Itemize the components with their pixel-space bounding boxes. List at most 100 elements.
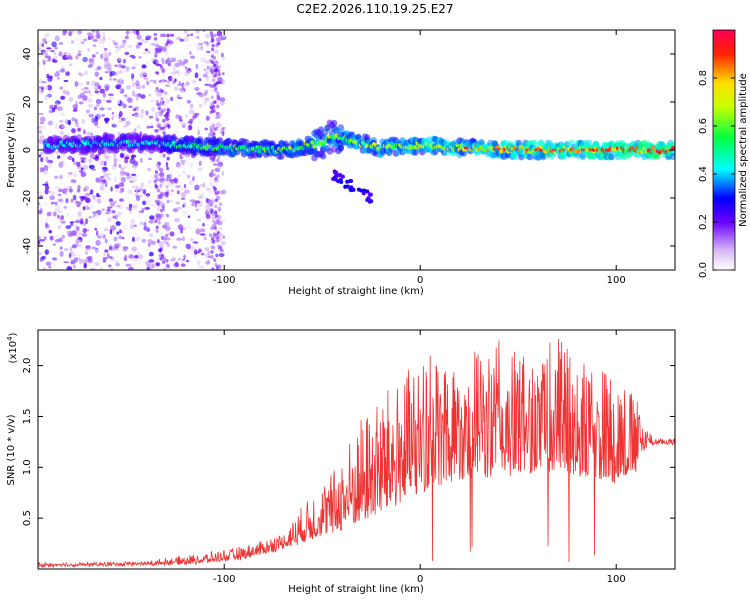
spectrogram-noise-cell	[175, 201, 180, 205]
spectrogram-noise-cell	[135, 80, 140, 86]
spectrogram-noise-cell	[139, 113, 144, 119]
spectrogram-noise-cell	[186, 100, 192, 104]
spectrogram-noise-cell	[114, 50, 120, 54]
spectrogram-noise-cell	[212, 234, 216, 239]
spectrogram-noise-cell	[180, 192, 187, 198]
spectrogram-noise-cell	[155, 116, 159, 121]
spectrogram-noise-cell	[67, 155, 73, 160]
spectrogram-noise-cell	[130, 177, 137, 183]
spectrogram-noise-cell	[168, 60, 172, 63]
spectrogram-noise-cell	[143, 189, 147, 195]
spectrogram-noise-cell	[118, 110, 123, 117]
spectrogram-noise-cell	[125, 120, 131, 126]
spectrogram-noise-cell	[138, 189, 142, 192]
spectrogram-noise-cell	[38, 78, 44, 84]
snr-x-tick-label: 0	[417, 574, 423, 585]
spectrogram-side-cell	[336, 179, 341, 184]
spectrogram-noise-cell	[38, 240, 41, 245]
spectrogram-noise-cell	[199, 266, 205, 269]
spectrogram-noise-cell	[159, 241, 166, 243]
spectrogram-noise-cell	[114, 243, 120, 249]
spectrogram-noise-cell	[118, 182, 125, 187]
snr-x-label: Height of straight line (km)	[288, 584, 424, 595]
spectrogram-noise-cell	[39, 122, 45, 124]
spectrogram-noise-cell	[113, 153, 117, 159]
spectrogram-noise-cell	[94, 262, 100, 266]
spectrogram-noise-cell	[77, 184, 81, 191]
spectrogram-noise-cell	[156, 188, 160, 193]
spectrogram-noise-cell	[177, 257, 182, 261]
spectrogram-noise-cell	[186, 225, 192, 230]
spectrogram-noise-cell	[122, 248, 128, 252]
spectrogram-noise-cell	[57, 214, 60, 219]
spectrogram-noise-cell	[91, 117, 96, 124]
spectrogram-noise-cell	[47, 164, 54, 169]
spectrogram-noise-cell	[128, 207, 132, 211]
spectrogram-noise-cell	[148, 154, 155, 159]
spectrogram-noise-cell	[207, 218, 213, 223]
spectrogram-panel: -100 0 100 -40 -20 0 20 40 Height of straight l…	[6, 29, 676, 297]
spectrogram-noise-cell	[163, 181, 170, 185]
spectrogram-noise-cell	[172, 80, 175, 85]
spectrogram-noise-cell	[131, 82, 136, 87]
spectrogram-noise-cell	[113, 236, 118, 242]
spectrogram-noise-cell	[93, 121, 99, 127]
spectrogram-noise-cell	[199, 184, 204, 187]
spectrogram-noise-cell	[130, 218, 136, 225]
spectrogram-noise-cell	[172, 245, 178, 249]
spectrogram-noise-cell	[151, 58, 155, 62]
spectrogram-noise-cell	[58, 210, 63, 214]
spectrogram-noise-cell	[54, 46, 58, 50]
spectrogram-band-cell	[337, 144, 344, 152]
spectrogram-noise-cell	[62, 188, 69, 193]
spectrogram-noise-cell	[167, 125, 171, 129]
spectrogram-noise-cell	[125, 48, 131, 52]
spectrogram-noise-cell	[90, 189, 94, 195]
spectrogram-noise-cell	[109, 256, 113, 259]
spectrogram-noise-cell	[44, 188, 49, 195]
spectrogram-noise-cell	[166, 33, 170, 38]
spectrogram-noise-cell	[165, 233, 169, 238]
spectrogram-noise-cell	[43, 49, 49, 53]
spectrogram-noise-cell	[125, 66, 130, 71]
spectrogram-noise-cell	[106, 206, 113, 209]
spectrogram-noise-cell	[170, 189, 175, 193]
spectrogram-noise-cell	[43, 58, 48, 63]
spectrogram-noise-cell	[149, 266, 153, 270]
spectrogram-noise-cell	[43, 85, 49, 90]
spectrogram-noise-cell	[163, 51, 170, 56]
spectrogram-noise-cell	[99, 88, 105, 94]
spectrogram-noise-cell	[195, 208, 199, 211]
spectrogram-noise-cell	[52, 257, 58, 261]
spectrogram-noise-cell	[213, 50, 219, 54]
spectrogram-noise-cell	[146, 62, 150, 66]
spectrogram-noise-cell	[140, 157, 143, 163]
spectrogram-noise-cell	[104, 238, 108, 244]
spectrogram-noise-cell	[198, 248, 202, 253]
spectrogram-noise-cell	[94, 88, 98, 92]
spectrogram-noise-cell	[211, 223, 215, 228]
spectrogram-noise-cell	[217, 165, 223, 170]
spectrogram-noise-cell	[219, 112, 223, 115]
spectrogram-noise-cell	[205, 60, 210, 64]
spectrogram-noise-cell	[189, 246, 195, 251]
spectrogram-noise-cell	[155, 213, 161, 218]
spectrogram-noise-cell	[102, 92, 106, 98]
spectrogram-noise-cell	[189, 118, 193, 125]
spectrogram-noise-cell	[115, 260, 120, 267]
spectrogram-noise-cell	[93, 119, 99, 126]
spectrogram-noise-cell	[57, 155, 61, 159]
spectrogram-side-cell	[369, 199, 374, 204]
spectrogram-noise-cell	[106, 208, 111, 213]
spectrogram-noise-cell	[135, 83, 142, 90]
spectrogram-band-core	[671, 146, 675, 151]
spectrogram-noise-cell	[119, 89, 123, 92]
spectrogram-noise-cell	[131, 66, 136, 70]
spectrogram-noise-cell	[139, 72, 146, 79]
spectrogram-noise-cell	[55, 186, 61, 190]
spectrogram-noise-cell	[208, 189, 213, 195]
spectrogram-noise-cell	[104, 83, 110, 90]
spectrogram-noise-cell	[181, 197, 186, 200]
spectrogram-noise-cell	[91, 246, 96, 250]
spectrogram-noise-cell	[138, 259, 142, 265]
